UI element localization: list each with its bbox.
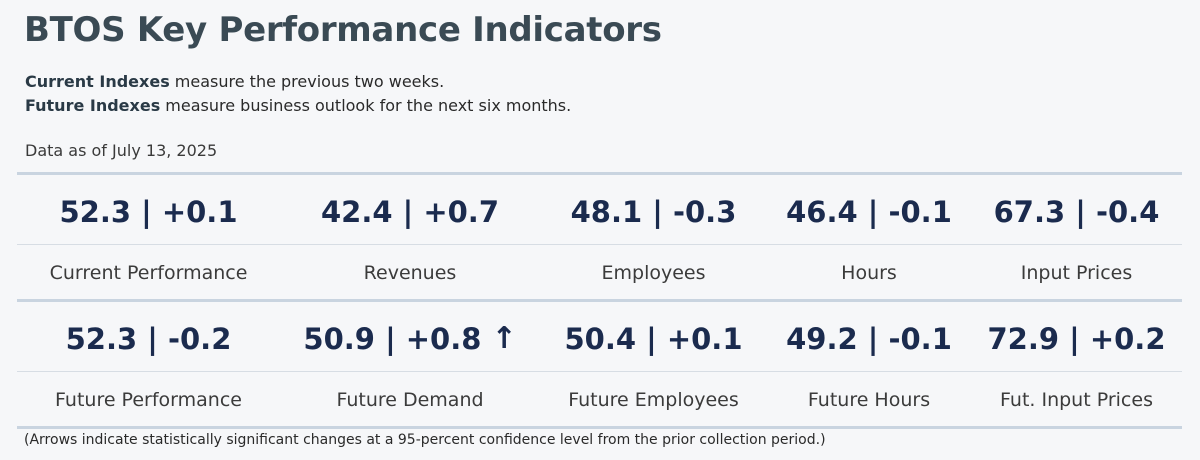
kpi-label-input-prices: Input Prices: [1020, 262, 1133, 284]
index-description: Current Indexes measure the previous two…: [25, 70, 571, 118]
kpi-value-future-hours: 49.2 | -0.1: [786, 321, 952, 356]
kpi-label-future-hours: Future Hours: [807, 389, 931, 411]
kpi-value-revenues: 42.4 | +0.7: [320, 194, 499, 229]
kpi-label-employees: Employees: [601, 262, 706, 284]
bottom-divider: [17, 426, 1182, 429]
middle-divider: [17, 299, 1182, 302]
future-index-term: Future Indexes: [25, 96, 161, 115]
kpi-value-current-performance: 52.3 | +0.1: [59, 194, 238, 229]
future-values-row: 52.3 | -0.2 50.9 | +0.8 ↑ 50.4 | +0.1 49…: [17, 302, 1182, 371]
current-index-note: Current Indexes measure the previous two…: [25, 70, 571, 94]
kpi-value-hours: 46.4 | -0.1: [786, 194, 952, 229]
kpi-label-current-performance: Current Performance: [49, 262, 248, 284]
kpi-label-revenues: Revenues: [363, 262, 457, 284]
kpi-value-future-demand-cell: 50.9 | +0.8 ↑: [280, 302, 540, 371]
kpi-label-future-employees: Future Employees: [568, 389, 739, 411]
current-labels-row: Current Performance Revenues Employees H…: [17, 244, 1182, 299]
current-index-text: measure the previous two weeks.: [169, 72, 445, 91]
up-arrow-icon: ↑: [491, 321, 517, 356]
kpi-value-future-performance: 52.3 | -0.2: [65, 321, 232, 356]
kpi-label-future-input-prices: Fut. Input Prices: [1000, 389, 1153, 411]
kpi-value-employees: 48.1 | -0.3: [570, 194, 737, 229]
page-title: BTOS Key Performance Indicators: [24, 10, 662, 50]
data-as-of-date: Data as of July 13, 2025: [25, 141, 218, 160]
future-labels-row: Future Performance Future Demand Future …: [17, 371, 1182, 426]
top-divider: [17, 172, 1182, 175]
current-values-row: 52.3 | +0.1 42.4 | +0.7 48.1 | -0.3 46.4…: [17, 175, 1182, 244]
future-index-text: measure business outlook for the next si…: [160, 96, 572, 115]
current-index-term: Current Indexes: [25, 72, 170, 91]
kpi-table: 52.3 | +0.1 42.4 | +0.7 48.1 | -0.3 46.4…: [17, 172, 1182, 429]
footnote: (Arrows indicate statistically significa…: [24, 432, 826, 448]
kpi-label-future-performance: Future Performance: [55, 389, 242, 411]
kpi-value-future-employees: 50.4 | +0.1: [564, 321, 743, 356]
kpi-value-future-demand: 50.9 | +0.8: [303, 321, 482, 356]
kpi-label-future-demand: Future Demand: [336, 389, 484, 411]
kpi-label-hours: Hours: [841, 262, 897, 284]
future-index-note: Future Indexes measure business outlook …: [25, 94, 571, 118]
kpi-value-future-input-prices: 72.9 | +0.2: [987, 321, 1166, 356]
kpi-value-input-prices: 67.3 | -0.4: [993, 194, 1160, 229]
